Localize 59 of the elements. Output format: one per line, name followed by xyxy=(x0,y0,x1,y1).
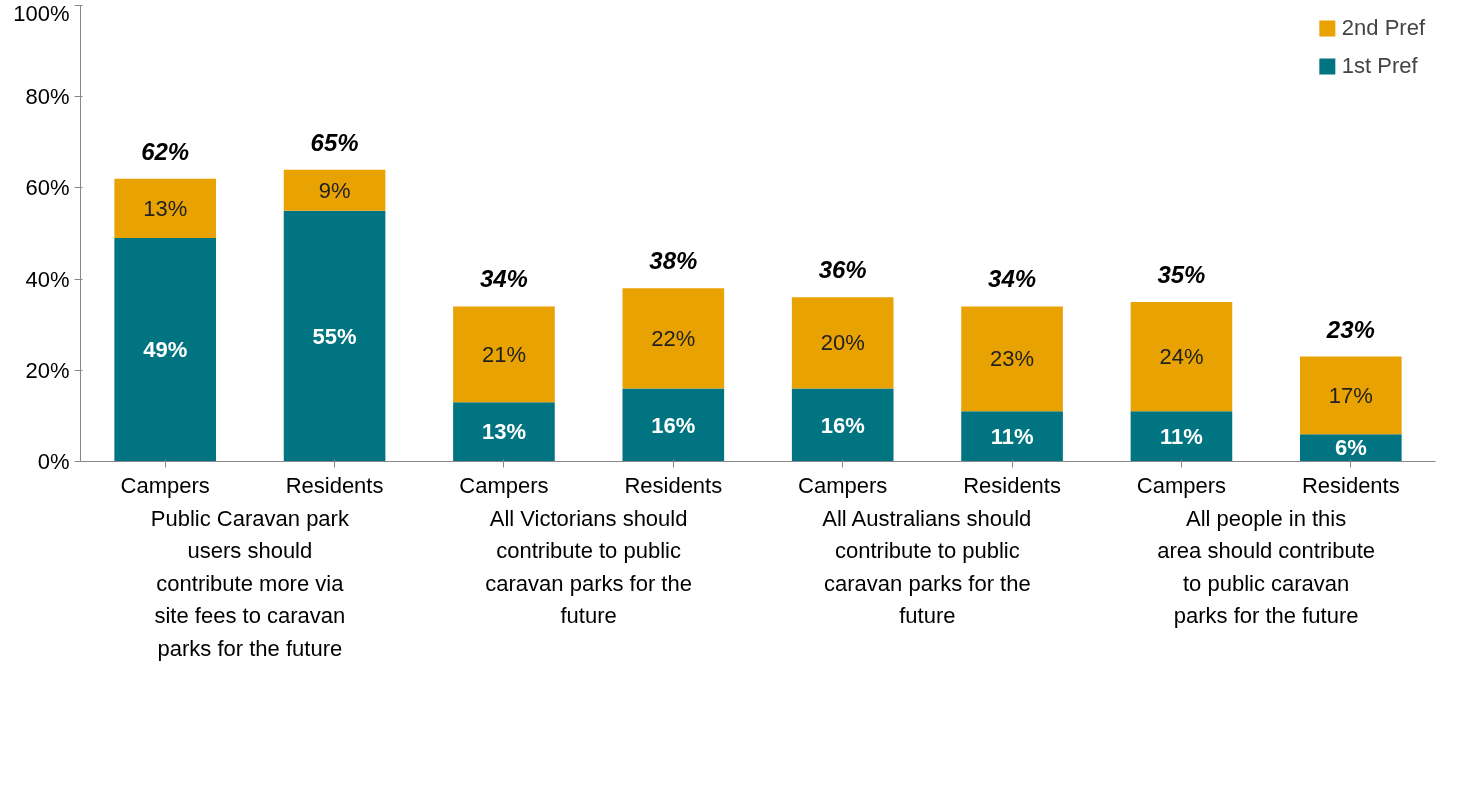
bar xyxy=(453,402,555,462)
data-label: 24% xyxy=(1159,344,1204,370)
data-label: 13% xyxy=(481,419,526,445)
data-label: 17% xyxy=(1328,382,1373,408)
x-tick-label: Campers xyxy=(1136,472,1227,498)
x-tick-label: Campers xyxy=(798,472,888,498)
y-tick-label: 0% xyxy=(37,449,70,474)
x-tick-label: Residents xyxy=(963,472,1061,498)
bar xyxy=(791,388,894,462)
total-label: 62% xyxy=(141,137,190,165)
y-tick-label: 60% xyxy=(25,175,70,201)
bar xyxy=(1130,301,1233,412)
data-label: 20% xyxy=(820,330,865,356)
y-tick-label: 20% xyxy=(25,357,70,383)
bar xyxy=(114,238,216,462)
text: All Victorians should contribute to public caravan parks for the future xyxy=(485,505,692,628)
bar xyxy=(114,178,216,239)
y-tick-label: 100% xyxy=(13,0,70,26)
x-tick-label: Campers xyxy=(459,472,549,498)
data-label: 22% xyxy=(651,325,696,351)
data-label: 11% xyxy=(990,423,1034,449)
data-label: 16% xyxy=(820,412,865,438)
text: All people in this area should contribute to public caravan parks for the future xyxy=(1157,505,1375,628)
data-label: 49% xyxy=(143,337,188,363)
data-label: 55% xyxy=(312,323,357,349)
bar xyxy=(791,297,894,389)
x-tick-label: Campers xyxy=(120,472,210,498)
data-label: 13% xyxy=(143,195,188,221)
legend-label: 1st Pref xyxy=(1341,53,1418,79)
total-label: 35% xyxy=(1157,260,1206,288)
total-label: 38% xyxy=(649,247,698,275)
data-label: 6% xyxy=(1334,435,1367,461)
x-tick-label: Residents xyxy=(1301,472,1400,498)
y-tick-label: 40% xyxy=(25,266,70,292)
text: Public Caravan park users should contribute more via site fees to caravan parks for the future xyxy=(150,505,350,661)
total-label: 34% xyxy=(988,265,1037,293)
x-tick-label: Residents xyxy=(624,472,723,498)
bar xyxy=(283,169,386,211)
x-tick-label: Residents xyxy=(285,472,384,498)
total-label: 34% xyxy=(479,265,528,293)
y-tick-label: 80% xyxy=(25,84,70,110)
total-label: 65% xyxy=(310,128,359,156)
total-label: 23% xyxy=(1325,315,1375,343)
total-label: 36% xyxy=(818,256,867,284)
data-label: 23% xyxy=(990,346,1035,372)
bar xyxy=(1130,411,1233,462)
bar xyxy=(622,288,725,389)
bar xyxy=(453,306,555,403)
data-label: 16% xyxy=(651,412,696,438)
data-label: 21% xyxy=(481,341,526,367)
data-label: 9% xyxy=(318,177,351,203)
bar xyxy=(961,411,1063,462)
text: All Australians should contribute to public caravan parks for the future xyxy=(822,505,1032,628)
legend-label: 2nd Pref xyxy=(1341,15,1425,41)
bar xyxy=(283,210,386,462)
bar xyxy=(1300,356,1402,435)
bar xyxy=(622,388,725,462)
bar xyxy=(961,306,1063,412)
data-label: 11% xyxy=(1160,423,1203,449)
